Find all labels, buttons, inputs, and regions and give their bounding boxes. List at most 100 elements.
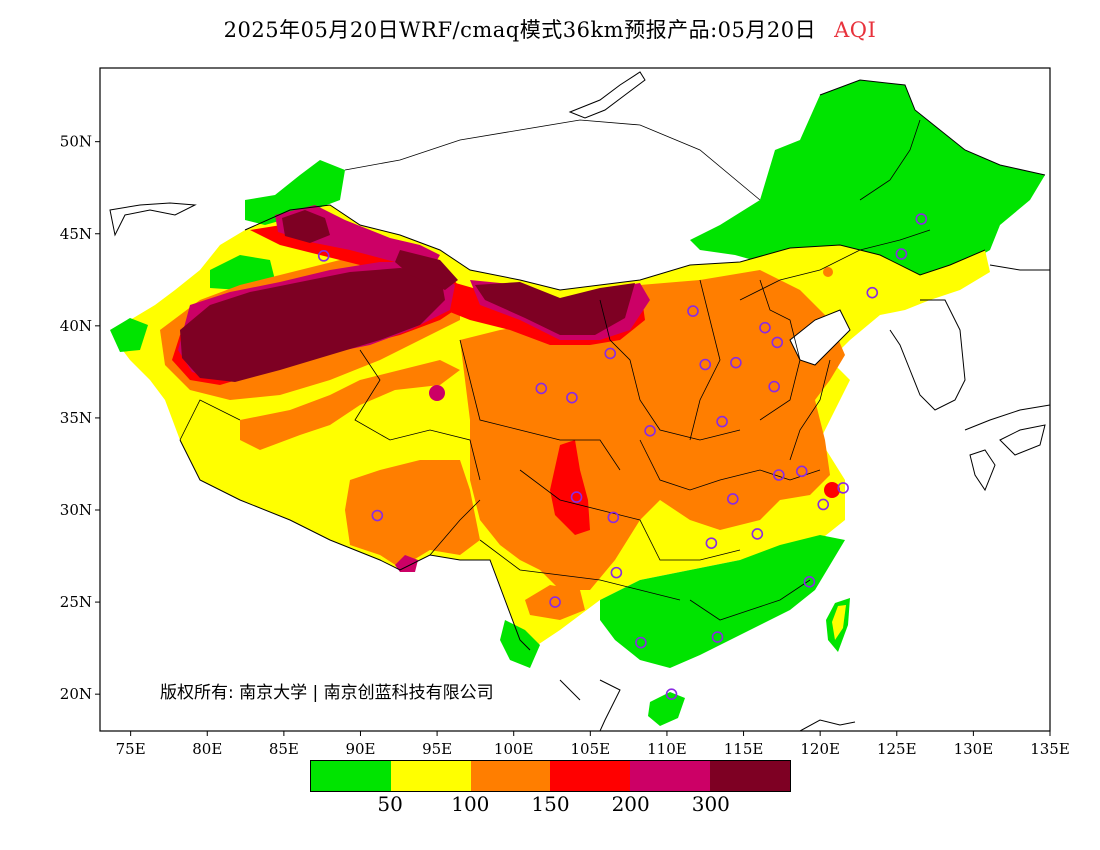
south-china-coast — [559, 679, 856, 731]
legend-swatch — [710, 761, 790, 791]
station-marker — [895, 248, 908, 260]
mongolia-border — [344, 119, 761, 201]
legend-label: 100 — [451, 792, 490, 816]
legend-label: 150 — [531, 792, 570, 816]
station-marker — [803, 576, 816, 588]
bohai-sea — [789, 309, 851, 366]
station-marker — [837, 482, 849, 494]
station-marker — [705, 537, 718, 549]
legend-label: 200 — [611, 792, 650, 816]
x-tick-label: 85E — [269, 740, 299, 758]
aqi-region-green-pamir — [110, 318, 148, 352]
map-frame — [99, 67, 1051, 732]
aqi-region-yellow-taiwan — [832, 605, 846, 640]
aqi-spot-purple-tibet — [395, 555, 418, 572]
station-marker — [535, 382, 548, 395]
station-marker — [317, 250, 330, 262]
x-tick-label: 105E — [571, 740, 611, 758]
y-tick-label: 45N — [60, 225, 92, 243]
x-tick-label: 135E — [1030, 740, 1070, 758]
yellow-sea — [850, 300, 1050, 731]
legend-label: 50 — [377, 792, 403, 816]
aqi-region-green-yunnan — [500, 620, 540, 668]
station-marker — [607, 511, 620, 524]
aqi-region-maroon-lopnur — [395, 250, 458, 290]
x-tick-label: 130E — [954, 740, 994, 758]
legend-label: 300 — [691, 792, 730, 816]
aqi-region-maroon-badain — [475, 282, 635, 335]
station-marker — [768, 380, 780, 393]
aqi-region-maroon-gurbantunggut — [282, 210, 330, 243]
x-tick-label: 75E — [116, 740, 146, 758]
station-marker — [371, 509, 384, 522]
x-tick-label: 90E — [345, 740, 375, 758]
aqi-spot-red-shanghai — [824, 482, 840, 498]
balkhash-lake — [109, 202, 197, 237]
x-tick-label: 110E — [647, 740, 687, 758]
station-marker — [915, 213, 928, 225]
japan-coast — [964, 264, 1050, 492]
title-metric: AQI — [834, 18, 877, 42]
aqi-spot-red-qinghai — [429, 385, 445, 401]
station-marker — [866, 286, 879, 299]
x-tick-label: 125E — [877, 740, 917, 758]
station-marker — [566, 391, 578, 404]
x-tick-label: 95E — [422, 740, 452, 758]
station-marker — [699, 358, 712, 371]
aqi-region-orange-yunnan — [525, 585, 585, 620]
y-tick-label: 35N — [60, 409, 92, 427]
aqi-region-green-altai — [245, 160, 345, 225]
station-marker — [635, 636, 647, 649]
aqi-region-green-south — [600, 535, 845, 668]
copyright-notice: 版权所有: 南京大学 | 南京创蓝科技有限公司 — [160, 683, 494, 703]
station-marker — [771, 336, 784, 349]
y-tick-label: 25N — [60, 593, 92, 611]
legend-swatch — [311, 761, 391, 791]
station-marker — [795, 465, 808, 478]
station-marker — [716, 415, 728, 428]
station-marker — [711, 631, 724, 643]
x-tick-label: 100E — [494, 740, 534, 758]
y-tick-label: 40N — [60, 317, 92, 335]
station-marker — [570, 491, 583, 503]
aqi-region-orange-tibet — [345, 460, 480, 568]
legend-swatch — [550, 761, 631, 791]
aqi-legend-labels: 50 100 150 200 300 — [310, 792, 791, 818]
korea-coast — [889, 299, 966, 411]
aqi-region-maroon-taklimakan — [180, 268, 445, 382]
station-marker — [759, 321, 771, 334]
baikal-lake — [568, 71, 646, 119]
aqi-legend — [310, 760, 791, 792]
province-borders — [179, 119, 931, 621]
y-tick-label: 50N — [60, 133, 92, 151]
title-text: 2025年05月20日WRF/cmaq模式36km预报产品:05月20日 — [223, 18, 817, 42]
map-title: 2025年05月20日WRF/cmaq模式36km预报产品:05月20日 AQI — [0, 14, 1100, 44]
aqi-region-orange-qaidam — [240, 360, 460, 450]
aqi-region-green-northeast — [690, 80, 1045, 295]
station-marker — [549, 596, 561, 608]
station-marker — [604, 347, 617, 360]
x-tick-label: 115E — [724, 740, 764, 758]
station-marker — [772, 469, 785, 481]
legend-swatch — [470, 761, 551, 791]
station-markers — [317, 213, 928, 700]
station-marker — [817, 498, 830, 511]
aqi-spot-red-jilin — [823, 267, 833, 277]
y-tick-label: 20N — [60, 685, 92, 703]
map-area — [109, 71, 1050, 731]
legend-swatch — [390, 761, 471, 791]
x-tick-label: 80E — [192, 740, 222, 758]
station-marker — [751, 528, 764, 540]
aqi-region-green-hainan — [648, 692, 685, 726]
station-marker — [730, 356, 742, 369]
station-marker — [644, 425, 656, 437]
y-tick-label: 30N — [60, 501, 92, 519]
station-marker — [727, 493, 739, 505]
station-marker — [687, 305, 699, 317]
x-tick-label: 120E — [800, 740, 840, 758]
aqi-region-red-sichuan — [550, 440, 590, 535]
national-border — [179, 79, 1046, 651]
station-marker — [610, 566, 623, 579]
station-marker — [665, 688, 678, 700]
